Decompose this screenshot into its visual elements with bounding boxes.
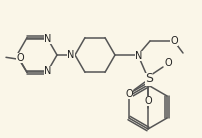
Text: O: O [169,36,177,46]
Text: O: O [163,58,171,68]
Text: S: S [144,72,152,86]
Text: N: N [135,51,142,61]
Text: O: O [125,89,132,99]
Text: N: N [44,66,52,76]
Text: N: N [44,34,52,44]
Text: O: O [143,96,151,106]
Text: N: N [67,50,74,60]
Text: O: O [16,53,24,63]
